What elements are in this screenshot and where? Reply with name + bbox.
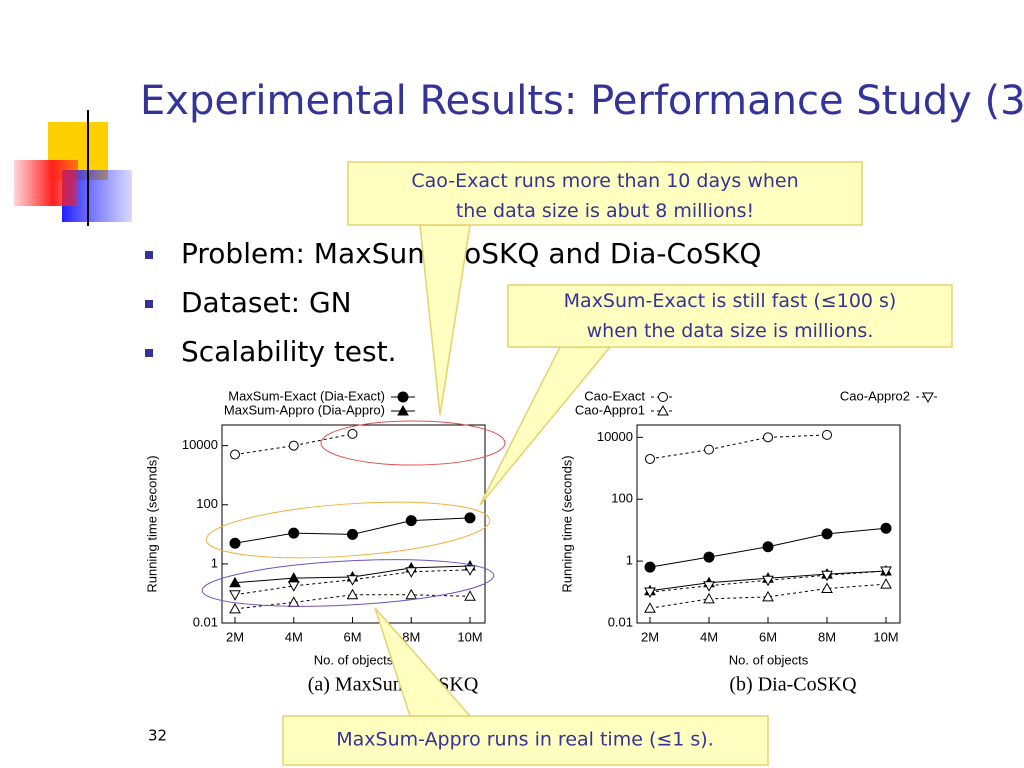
data-point bbox=[658, 392, 668, 402]
callout-text: Cao-Exact runs more than 10 days when the… bbox=[411, 170, 798, 222]
series-line bbox=[649, 434, 828, 460]
data-point bbox=[762, 575, 774, 587]
bullet-text: Problem: MaxSum-CoSKQ and Dia-CoSKQ bbox=[181, 237, 761, 270]
data-point bbox=[880, 578, 892, 589]
data-point bbox=[346, 575, 359, 586]
bullet-marker bbox=[145, 251, 153, 259]
legend-label: Cao-Appro2 bbox=[840, 388, 910, 403]
data-point bbox=[405, 567, 418, 578]
callout bbox=[282, 161, 953, 766]
y-tick-label: 1 bbox=[211, 555, 218, 570]
data-point bbox=[397, 404, 409, 416]
y-tick-label: 0.01 bbox=[193, 614, 218, 629]
data-point bbox=[657, 404, 669, 416]
x-tick-label: 4M bbox=[700, 629, 718, 644]
legend-label: MaxSum-Appro (Dia-Appro) bbox=[224, 402, 385, 417]
data-point bbox=[229, 537, 241, 549]
y-tick-label: 10000 bbox=[182, 437, 218, 452]
data-point bbox=[821, 528, 833, 540]
data-point bbox=[288, 527, 300, 539]
legend-label: MaxSum-Exact (Dia-Exact) bbox=[228, 388, 385, 403]
data-point bbox=[762, 590, 774, 602]
series-line bbox=[234, 433, 353, 456]
y-tick-label: 100 bbox=[611, 491, 633, 506]
x-tick-label: 8M bbox=[818, 629, 836, 644]
chart-caption: (a) MaxSum-CoSKQ bbox=[308, 674, 479, 696]
data-point bbox=[644, 602, 656, 613]
title: Experimental Results: Performance Study … bbox=[140, 78, 1024, 124]
data-point bbox=[230, 449, 240, 460]
data-point bbox=[229, 602, 241, 614]
x-axis-label: No. of objects bbox=[314, 652, 394, 667]
data-point bbox=[703, 592, 715, 604]
data-point bbox=[763, 432, 773, 443]
bullet-text: Dataset: GN bbox=[181, 286, 352, 319]
data-point bbox=[703, 551, 715, 563]
x-tick-label: 2M bbox=[226, 629, 244, 644]
data-point bbox=[347, 528, 358, 540]
data-point bbox=[821, 582, 833, 594]
x-tick-label: 10M bbox=[457, 629, 482, 644]
data-point bbox=[287, 581, 300, 592]
y-tick-label: 1 bbox=[626, 553, 633, 568]
data-point bbox=[347, 428, 358, 439]
y-tick-label: 0.01 bbox=[608, 614, 633, 629]
page-number: 32 bbox=[148, 727, 167, 745]
data-point bbox=[397, 391, 409, 403]
data-point bbox=[288, 440, 299, 451]
data-point bbox=[464, 512, 476, 524]
data-point bbox=[405, 515, 417, 527]
data-point bbox=[703, 581, 715, 592]
data-point bbox=[922, 392, 934, 404]
data-point bbox=[880, 566, 892, 577]
data-point bbox=[644, 561, 656, 573]
x-tick-label: 4M bbox=[285, 629, 303, 644]
x-tick-label: 6M bbox=[759, 629, 777, 644]
x-tick-label: 10M bbox=[873, 629, 898, 644]
data-point bbox=[229, 576, 241, 588]
callout-text: MaxSum-Appro runs in real time (≤1 s). bbox=[336, 729, 714, 751]
y-tick-label: 10000 bbox=[597, 429, 633, 444]
data-point bbox=[405, 588, 418, 600]
y-axis-label: Running time (seconds) bbox=[559, 455, 574, 592]
data-point bbox=[464, 565, 476, 576]
data-point bbox=[880, 522, 892, 534]
bullet-marker bbox=[145, 300, 153, 308]
data-point bbox=[644, 587, 656, 599]
x-tick-label: 6M bbox=[343, 629, 361, 644]
data-point bbox=[704, 444, 714, 455]
x-axis-label: No. of objects bbox=[729, 652, 809, 667]
decoration bbox=[14, 110, 960, 226]
data-point bbox=[645, 453, 655, 464]
plot-frame bbox=[221, 424, 486, 624]
x-tick-label: 8M bbox=[402, 629, 420, 644]
chart-caption: (b) Dia-CoSKQ bbox=[729, 674, 857, 696]
bullet-text: Scalability test. bbox=[181, 335, 397, 368]
y-tick-label: 100 bbox=[196, 496, 218, 511]
highlight-ellipses bbox=[201, 420, 506, 607]
data-point bbox=[229, 590, 241, 601]
data-point bbox=[821, 570, 833, 582]
bullet-marker bbox=[145, 349, 153, 357]
callout-text: MaxSum-Exact is still fast (≤100 s) when … bbox=[564, 290, 897, 342]
data-point bbox=[346, 588, 359, 600]
data-point bbox=[822, 429, 832, 440]
legend-label: Cao-Exact bbox=[584, 388, 645, 403]
legend-label: Cao-Appro1 bbox=[575, 402, 645, 417]
series-line bbox=[649, 583, 887, 609]
y-axis-label: Running time (seconds) bbox=[144, 455, 159, 592]
data-point bbox=[762, 541, 774, 553]
x-tick-label: 2M bbox=[641, 629, 659, 644]
data-point bbox=[464, 590, 476, 601]
